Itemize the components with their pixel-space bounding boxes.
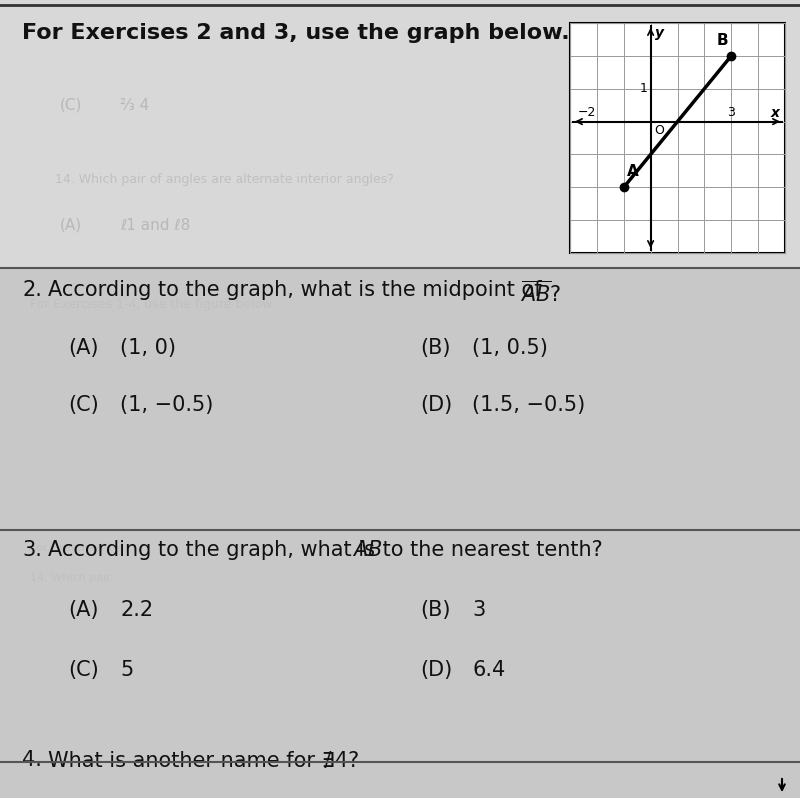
Text: ℓ1 and ℓ8: ℓ1 and ℓ8 [120, 218, 190, 233]
Text: (C): (C) [68, 660, 98, 680]
Text: 14. Which pair...: 14. Which pair... [30, 573, 121, 583]
Text: For Exercises 1-4, ...: For Exercises 1-4, ... [30, 543, 142, 553]
Text: (D): (D) [420, 395, 452, 415]
Text: ⅔ 4: ⅔ 4 [120, 98, 150, 113]
Text: $\overline{AB}$?: $\overline{AB}$? [520, 280, 562, 306]
Text: to the nearest tenth?: to the nearest tenth? [376, 540, 602, 560]
Text: A: A [626, 164, 638, 180]
Text: $AB$: $AB$ [352, 540, 382, 560]
Text: According to the graph, what is the midpoint of: According to the graph, what is the midp… [48, 280, 548, 300]
Text: (B): (B) [420, 600, 450, 620]
Text: y: y [654, 26, 664, 40]
Bar [0, 0, 800, 268]
Text: 2.: 2. [22, 280, 42, 300]
Text: (1, 0): (1, 0) [120, 338, 176, 358]
Text: (C): (C) [68, 395, 98, 415]
Text: (1, −0.5): (1, −0.5) [120, 395, 214, 415]
Text: (A): (A) [68, 600, 98, 620]
Text: 3: 3 [472, 600, 486, 620]
Text: According to the graph, what is: According to the graph, what is [48, 540, 382, 560]
Text: 14. Which pair of angles are alternate interior angles?: 14. Which pair of angles are alternate i… [55, 173, 394, 186]
Text: 4.: 4. [22, 750, 42, 770]
Text: (B): (B) [420, 338, 450, 358]
Text: (1, 0.5): (1, 0.5) [472, 338, 548, 358]
Text: (1.5, −0.5): (1.5, −0.5) [472, 395, 586, 415]
Text: 3: 3 [727, 105, 735, 119]
Text: (A): (A) [68, 338, 98, 358]
Text: −2: −2 [578, 105, 596, 119]
Text: (D): (D) [420, 660, 452, 680]
Text: x: x [771, 105, 780, 120]
Text: 3.: 3. [22, 540, 42, 560]
Text: (C): (C) [60, 98, 82, 113]
Text: What is another name for ∄4?: What is another name for ∄4? [48, 750, 359, 770]
Text: 1: 1 [640, 82, 648, 95]
Text: For Exercises 1-4, use the figure below.: For Exercises 1-4, use the figure below. [30, 298, 275, 311]
Text: O: O [654, 124, 665, 136]
Text: 5: 5 [120, 660, 134, 680]
Bar [570, 23, 785, 253]
Text: B: B [717, 33, 728, 48]
Text: For Exercises 2 and 3, use the graph below.: For Exercises 2 and 3, use the graph bel… [22, 23, 570, 43]
Text: (A): (A) [60, 218, 82, 233]
Text: 6.4: 6.4 [472, 660, 506, 680]
Text: 2.2: 2.2 [120, 600, 153, 620]
